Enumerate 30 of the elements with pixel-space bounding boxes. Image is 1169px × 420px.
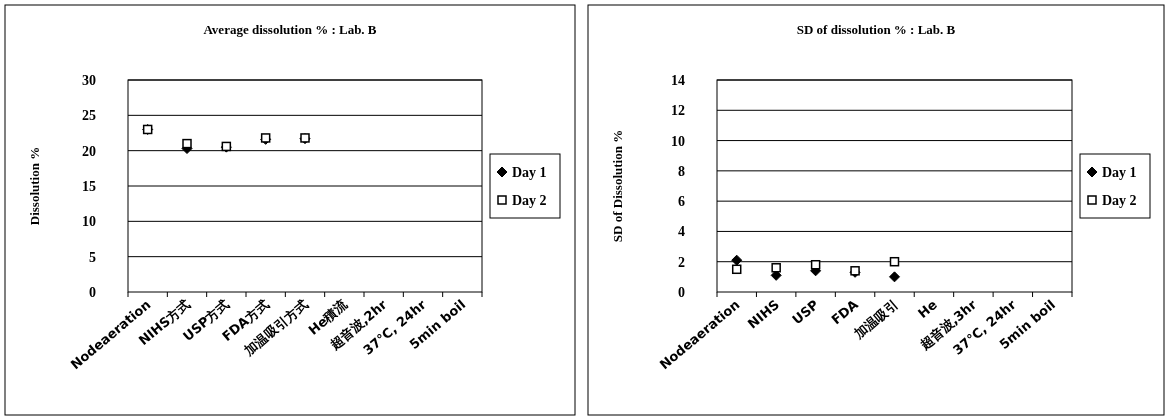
x-tick-label: He <box>915 296 941 321</box>
y-tick-label: 12 <box>671 103 685 119</box>
chart-title: Average dissolution % : Lab. B <box>203 22 377 37</box>
point <box>182 138 192 149</box>
y-tick-label: 10 <box>82 214 96 230</box>
y-tick-label: 8 <box>678 163 685 179</box>
y-tick-label: 20 <box>82 143 96 159</box>
point <box>810 259 821 270</box>
y-tick-label: 14 <box>671 73 685 88</box>
y-tick-label: 0 <box>678 285 685 300</box>
y-axis-title: SD of Dissolution % <box>610 129 625 243</box>
y-tick-label: 2 <box>678 254 685 270</box>
y-tick-label: 15 <box>82 179 96 194</box>
point <box>731 254 743 266</box>
y-tick-label: 6 <box>678 194 685 210</box>
y-tick-label: 5 <box>89 249 96 265</box>
chart-title: SD of dissolution % : Lab. B <box>796 22 956 37</box>
legend-label: Day 2 <box>512 193 547 208</box>
legend-label: Day 1 <box>1102 165 1137 180</box>
y-tick-label: 4 <box>678 224 685 240</box>
y-tick-label: 10 <box>671 133 685 149</box>
point <box>731 264 742 275</box>
y-tick-label: 25 <box>82 108 96 124</box>
point <box>889 256 900 267</box>
y-tick-label: 0 <box>89 285 96 300</box>
legend-label: Day 2 <box>1102 193 1137 208</box>
y-axis-title: Dissolution % <box>27 146 42 226</box>
y-tick-label: 30 <box>82 73 96 88</box>
point <box>889 271 900 283</box>
legend-label: Day 1 <box>512 165 547 180</box>
